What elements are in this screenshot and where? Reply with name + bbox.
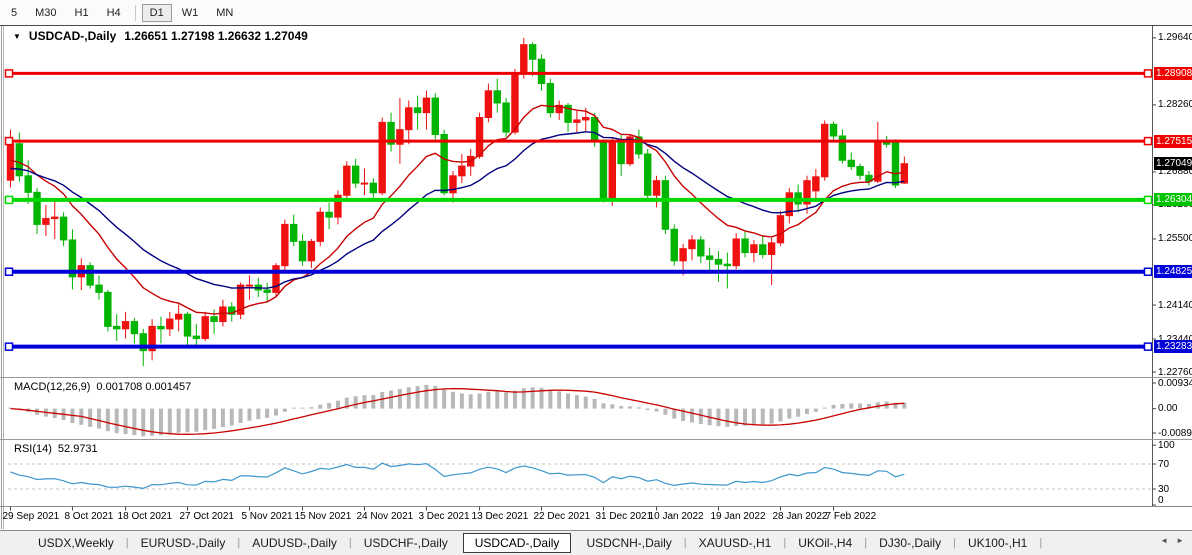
toolbar-button-5[interactable]: 5 [11,6,18,19]
level-price-label-1-27515: 1.27515 [1154,134,1192,148]
chart-title: ▼ USDCAD-,Daily 1.26651 1.27198 1.26632 … [13,29,308,43]
macd-name: MACD(12,26,9) [14,381,91,393]
ma-slow-line [10,131,905,289]
tab-separator: | [864,537,868,549]
macd-values: 0.001708 0.001457 [96,381,192,393]
timeframe-toolbar: 5 M30 H1 H4 D1 W1 MN [0,0,1192,25]
tab-separator: | [783,537,787,549]
rsi-indicator-label: RSI(14) 52.9731 [14,443,98,455]
rsi-panel[interactable] [8,462,1152,490]
line-handle-left [4,69,14,78]
toolbar-button-d1[interactable]: D1 [141,3,172,22]
level-price-label-1-23283: 1.23283 [1154,340,1192,354]
tab-usdchf-daily[interactable]: USDCHF-,Daily [363,536,448,550]
toolbar-button-m30[interactable]: M30 [35,6,57,19]
rsi-name: RSI(14) [14,443,52,455]
line-handle-right [1143,69,1153,78]
time-axis-label: 15 Nov 2021 [294,511,352,522]
toolbar-button-h4[interactable]: H4 [106,6,121,19]
candles [6,37,909,367]
price-axis-tick: 1.23440 [1158,333,1192,345]
tab-usdcnh-daily[interactable]: USDCNH-,Daily [586,536,672,550]
line-handle-right [1143,195,1153,205]
macd-panel[interactable] [8,384,907,437]
tab-separator: | [953,537,956,549]
level-price-label-1-26304: 1.26304 [1154,193,1192,207]
toolbar-button-w1[interactable]: W1 [181,6,199,19]
line-handle-left [4,136,14,146]
level-price-label-1-24825: 1.24825 [1154,265,1192,279]
time-axis-label: 13 Dec 2021 [471,511,529,522]
tab-dj30-daily[interactable]: DJ30-,Daily [879,536,942,550]
tab-audusd-daily[interactable]: AUDUSD-,Daily [252,536,337,550]
macd-axis-label: -0.00890 [1158,427,1192,439]
time-axis-label: 27 Oct 2021 [179,511,234,522]
price-axis-tick: 1.28260 [1158,99,1192,111]
time-axis-label: 31 Dec 2021 [595,511,653,522]
rsi-axis-label: 0 [1158,495,1164,506]
time-axis-label: 3 Dec 2021 [418,511,470,522]
line-handle-left [4,267,14,276]
tab-scroll-right-icon[interactable]: ► [1176,536,1184,545]
tab-uk100-h1[interactable]: UK100-,H1 [967,536,1028,550]
macd-axis-label: 0.009345 [1158,377,1192,389]
tab-separator: | [348,537,352,549]
time-axis-label: 7 Feb 2022 [825,511,877,522]
tab-xauusd-h1[interactable]: XAUUSD-,H1 [698,536,772,550]
price-axis-tick: 1.25500 [1158,233,1192,245]
chart-canvas[interactable] [0,0,1192,530]
line-handle-right [1143,267,1153,276]
tab-separator: | [683,537,687,549]
rsi-axis-label: 30 [1158,484,1170,495]
macd-indicator-label: MACD(12,26,9) 0.001708 0.001457 [14,381,191,393]
macd-signal-line [10,387,905,435]
toolbar-button-h1[interactable]: H1 [74,6,89,19]
toolbar-button-mn[interactable]: MN [216,6,234,19]
price-panel[interactable] [4,37,1153,367]
price-axis-tick: 1.22760 [1158,366,1192,378]
time-axis-label: 10 Jan 2022 [648,511,704,522]
price-axis-tick: 1.26880 [1158,166,1192,178]
time-axis-label: 29 Sep 2021 [2,511,60,522]
price-axis-tick: 1.24140 [1158,299,1192,311]
time-axis-label: 18 Oct 2021 [117,511,173,522]
tab-separator: | [1039,537,1043,549]
rsi-axis-label: 100 [1158,440,1175,452]
level-price-label-1-28908: 1.28908 [1154,66,1192,80]
tab-scroll-arrows: ◄ ► [1160,536,1184,545]
time-axis-label: 8 Oct 2021 [64,511,114,522]
toolbar-separator [134,4,136,21]
tab-ukoil-h4[interactable]: UKOil-,H4 [798,536,853,550]
tab-usdcad-daily[interactable]: USDCAD-,Daily [462,533,572,553]
line-handle-left [4,195,14,205]
rsi-line [10,462,905,490]
time-axis-label: 28 Jan 2022 [772,511,828,522]
time-axis-label: 5 Nov 2021 [241,511,293,522]
time-axis-label: 22 Dec 2021 [533,511,591,522]
ma-fast-line [10,104,905,315]
chart-tabbar: USDX,Weekly | EURUSD-,Daily | AUDUSD-,Daily |… [0,530,1192,555]
line-handle-left [4,342,14,351]
ohlc-values: 1.26651 1.27198 1.26632 1.27049 [124,29,308,43]
macd-axis-label: 0.00 [1158,403,1178,415]
chevron-down-icon[interactable]: ▼ [13,31,21,41]
time-axis-label: 24 Nov 2021 [356,511,414,522]
tab-separator: | [237,537,241,549]
price-axis-tick: 1.29640 [1158,32,1192,44]
line-handle-right [1143,136,1153,146]
tab-scroll-left-icon[interactable]: ◄ [1160,536,1169,545]
tab-eurusd-daily[interactable]: EURUSD-,Daily [140,536,226,550]
symbol-timeframe-label: USDCAD-,Daily [28,29,117,43]
rsi-axis-label: 70 [1158,459,1170,470]
time-axis-label: 19 Jan 2022 [710,511,766,522]
tab-usdx-weekly[interactable]: USDX,Weekly [38,536,114,550]
rsi-value: 52.9731 [57,443,98,455]
current-price-label: 1.27049 [1154,157,1192,171]
line-handle-right [1143,342,1153,351]
tab-separator: | [125,537,129,549]
